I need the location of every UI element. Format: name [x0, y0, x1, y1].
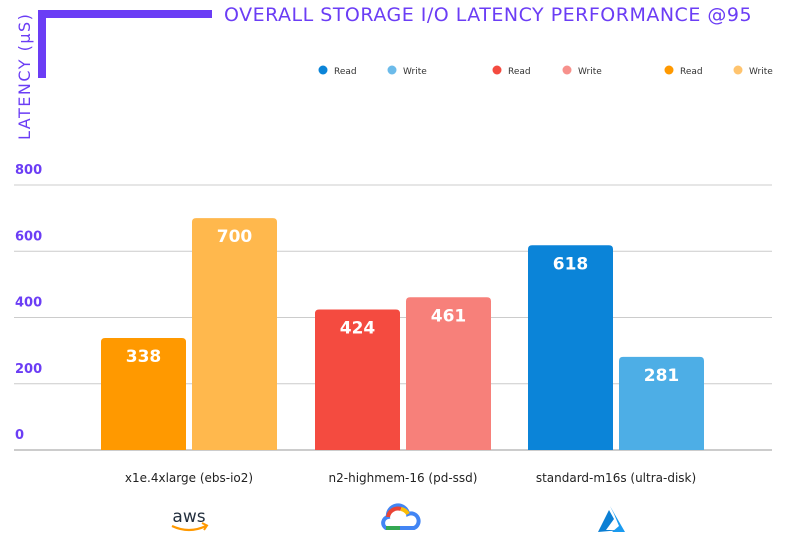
bar-read: [101, 338, 186, 450]
legend-swatch: [664, 65, 674, 75]
aws-logo-text: aws: [172, 507, 205, 527]
legend-swatch: [733, 65, 743, 75]
y-tick-label: 600: [15, 229, 42, 244]
legend-label: Read: [680, 67, 703, 77]
legend-swatch: [318, 65, 328, 75]
bars: [101, 218, 704, 450]
legend-swatch: [562, 65, 572, 75]
aws-logo: aws: [171, 507, 209, 532]
legend-label: Write: [749, 67, 773, 77]
aws-smile-icon: [171, 524, 207, 532]
google-cloud-icon: [381, 503, 421, 530]
chart-title: OVERALL STORAGE I/O LATENCY PERFORMANCE …: [224, 4, 752, 26]
corner-bracket: [38, 10, 212, 78]
category-label: n2-highmem-16 (pd-ssd): [329, 471, 478, 485]
y-tick-label: 200: [15, 362, 42, 377]
legend-swatch: [387, 65, 397, 75]
value-labels: 338 700 424 461 618 281: [126, 227, 680, 386]
legend-swatch: [492, 65, 502, 75]
bar-read: [528, 245, 613, 450]
legend-label: Write: [578, 67, 602, 77]
bar-value-label: 700: [217, 227, 253, 247]
y-tick-label: 800: [15, 163, 42, 178]
bar-value-label: 461: [431, 306, 467, 326]
legend-label: Read: [508, 67, 531, 77]
bar-value-label: 618: [553, 254, 589, 274]
bar-value-label: 338: [126, 347, 162, 367]
y-tick-label: 0: [15, 428, 24, 443]
y-tick-label: 400: [15, 296, 42, 311]
aws-arrow-icon: [201, 522, 209, 531]
azure-icon: [598, 506, 625, 532]
legend-label: Read: [334, 67, 357, 77]
bar-write: [406, 297, 491, 450]
category-labels: x1e.4xlarge (ebs-io2) n2-highmem-16 (pd-s…: [125, 471, 696, 485]
bar-write: [192, 218, 277, 450]
bar-read: [315, 309, 400, 450]
y-axis-label: LATENCY (µS): [15, 13, 34, 140]
bar-value-label: 281: [644, 366, 680, 386]
category-label: standard-m16s (ultra-disk): [536, 471, 696, 485]
bar-write: [619, 356, 704, 450]
legend: Read Write Read Write Read Write: [318, 65, 773, 77]
legend-label: Write: [403, 67, 427, 77]
category-label: x1e.4xlarge (ebs-io2): [125, 471, 253, 485]
bar-value-label: 424: [340, 319, 376, 339]
y-tick-labels: 0 200 400 600 800: [15, 163, 42, 443]
